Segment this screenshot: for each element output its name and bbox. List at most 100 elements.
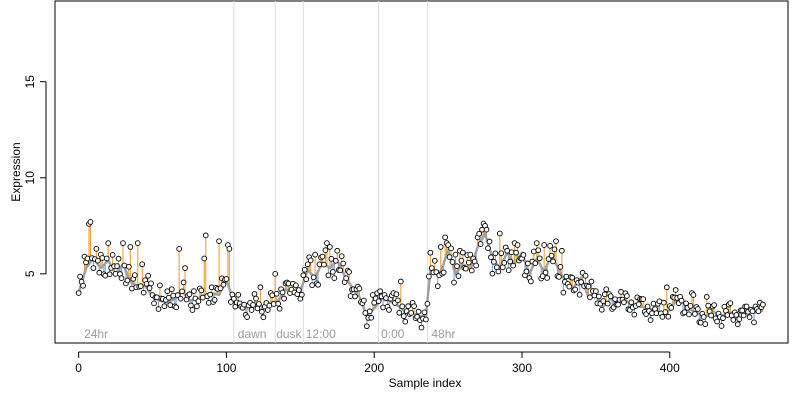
data-point [449,259,456,265]
data-point [440,269,447,276]
data-point [668,305,675,311]
data-point [324,240,330,246]
data-point [319,253,326,260]
data-point [315,281,321,288]
data-point [332,257,339,264]
data-point [275,300,282,307]
data-point [186,291,193,298]
data-points [75,219,766,331]
data-point [151,300,157,307]
data-point [155,306,162,312]
data-point [644,303,651,310]
x-axis-title: Sample index [389,376,462,390]
data-point [663,284,670,291]
data-point [600,298,607,304]
data-point [434,283,441,290]
data-point [131,272,138,278]
data-point [659,314,666,320]
data-point [272,270,279,277]
data-point [751,319,757,326]
data-point [743,303,750,310]
data-point [230,295,237,302]
data-point [492,250,499,257]
data-point [582,272,589,279]
data-point [118,275,125,282]
data-point [501,260,508,266]
data-point [352,293,358,300]
data-point [368,314,375,321]
data-point [496,230,503,237]
data-point [427,249,434,256]
data-point [165,294,172,301]
data-point [377,288,383,295]
data-point [705,302,712,309]
data-point [451,279,457,286]
data-point [711,302,717,308]
data-point [593,288,599,294]
data-point [483,226,490,233]
data-point [452,251,459,258]
data-point [615,301,621,308]
data-point [690,292,697,298]
data-point [191,288,197,294]
data-point [259,308,265,315]
data-point [665,313,672,320]
data-point [216,238,222,245]
phase-label: 0:00 [381,327,405,341]
data-point [604,300,611,307]
data-point [510,262,516,269]
data-point [273,290,280,297]
data-point [695,306,701,312]
data-point [588,278,595,285]
data-point [672,287,679,293]
phase-label: 48hr [431,327,455,341]
data-point [134,240,141,246]
data-point [223,276,230,282]
data-point [346,269,352,275]
data-point [437,244,444,250]
data-point [217,285,224,292]
data-point [498,250,505,257]
data-point [455,273,462,279]
phase-boundary-lines [233,1,428,343]
data-point [550,258,556,265]
data-point [624,293,630,299]
data-point [569,274,576,281]
data-point [720,315,726,322]
data-point [520,252,527,258]
data-point [477,241,484,247]
data-point [338,253,345,260]
data-point [547,242,553,249]
data-point [103,255,110,262]
data-point [736,316,743,322]
data-point [468,267,475,274]
data-point [559,247,565,254]
data-point [495,268,502,275]
data-point [120,240,126,246]
data-point [248,307,255,313]
data-point [661,299,667,306]
data-point [467,251,474,258]
data-point [174,292,181,299]
data-point [411,303,417,310]
data-point [532,260,539,267]
data-point [442,234,448,241]
data-point [279,289,286,296]
data-point [105,240,112,246]
data-point [201,255,208,262]
data-point [312,251,318,258]
data-point [486,238,493,245]
data-point [325,272,332,279]
data-point [115,255,122,262]
data-point [90,265,97,271]
data-point [640,296,647,302]
data-point [746,314,753,321]
data-point [647,317,654,323]
data-point [460,249,466,256]
data-point [256,301,262,307]
data-point [148,280,154,287]
data-point [75,290,82,296]
data-point [393,291,400,298]
data-point [366,308,373,315]
